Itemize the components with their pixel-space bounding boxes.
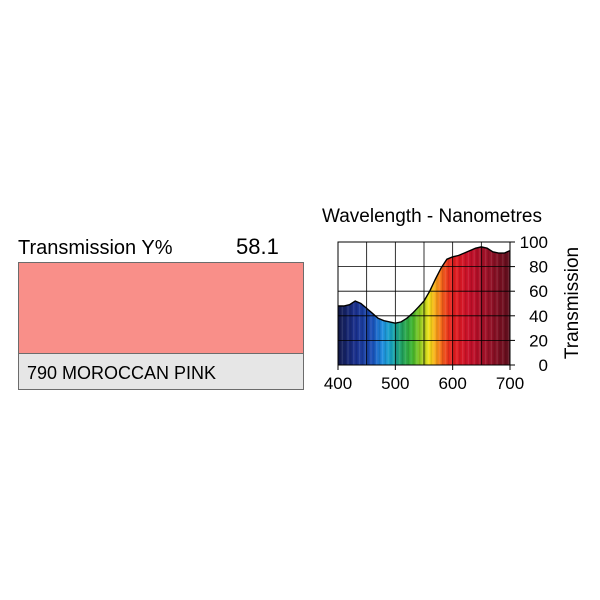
- transmission-label: Transmission Y%: [18, 237, 173, 259]
- color-swatch: [19, 263, 303, 354]
- y-tick-label: 100: [520, 233, 548, 252]
- y-tick-label: 0: [539, 356, 548, 375]
- filter-name: 790 MOROCCAN PINK: [27, 363, 217, 383]
- y-tick-label: 80: [529, 258, 548, 277]
- filter-card: 790 MOROCCAN PINK: [18, 262, 304, 390]
- transmission-value: 58.1: [236, 234, 279, 259]
- transmission-curve: [338, 246, 511, 324]
- y-tick-label: 20: [529, 331, 548, 350]
- chart-title: Wavelength - Nanometres: [322, 206, 543, 227]
- x-tick-label: 400: [324, 374, 352, 393]
- x-tick-label: 600: [438, 374, 466, 393]
- y-tick-label: 60: [529, 282, 548, 301]
- y-tick-label: 40: [529, 307, 548, 326]
- y-axis-label: Transmission: [562, 247, 583, 359]
- x-tick-label: 700: [496, 374, 524, 393]
- x-tick-label: 500: [381, 374, 409, 393]
